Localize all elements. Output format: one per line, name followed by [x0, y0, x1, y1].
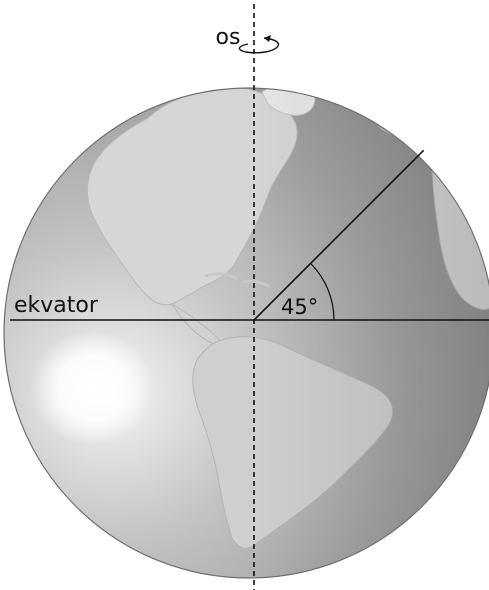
equator-label: ekvator [14, 293, 99, 318]
globe [3, 87, 489, 579]
globe-outline [3, 87, 489, 579]
sun-glare [30, 330, 154, 446]
angle-label: 45° [281, 295, 318, 319]
axis-label: os [216, 25, 241, 50]
latitude-45-line [253, 149, 425, 321]
angle-arc [310, 262, 335, 321]
rotation-arrow-icon [238, 35, 280, 54]
